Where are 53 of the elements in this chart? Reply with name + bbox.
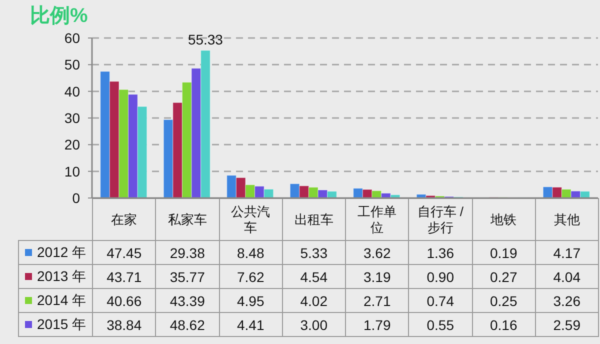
data-label: 4.02 xyxy=(282,288,346,312)
x-tick-label: 地铁 xyxy=(490,212,518,228)
x-tick-label: 自行车 / 步行 xyxy=(416,204,464,236)
legend-label: 2012 年 xyxy=(18,240,92,264)
y-tick-label: 60 xyxy=(64,30,80,46)
data-label: 0.74 xyxy=(408,288,472,312)
data-label: 8.48 xyxy=(219,240,282,264)
y-tick-label: 10 xyxy=(64,163,80,180)
legend-label: 2013 年 xyxy=(18,264,92,288)
x-tick-label: 私家车 xyxy=(166,212,208,228)
data-label: 47.45 xyxy=(92,240,156,264)
data-label: 0.16 xyxy=(472,312,536,336)
data-label: 0.25 xyxy=(472,288,536,312)
x-tick-label: 其他 xyxy=(552,212,581,228)
x-tick-label: 工作单位 xyxy=(356,204,398,236)
x-tick-label: 在家 xyxy=(110,212,138,228)
data-label: 48.62 xyxy=(156,312,219,336)
x-tick-label: 出租车 xyxy=(293,212,334,228)
chart-title: 比例% xyxy=(30,5,88,27)
data-label: 40.66 xyxy=(92,288,156,312)
y-tick-label: 40 xyxy=(64,83,80,100)
data-label: 43.71 xyxy=(92,264,156,288)
x-tick-label: 公共汽车 xyxy=(230,204,272,236)
data-label: 3.19 xyxy=(346,264,409,288)
y-tick-label: 0 xyxy=(72,190,80,206)
y-tick-label: 30 xyxy=(64,110,80,126)
data-label: 4.41 xyxy=(219,312,282,336)
data-label: 0.55 xyxy=(408,312,472,336)
data-label: 0.27 xyxy=(472,264,536,288)
data-label: 43.39 xyxy=(156,288,219,312)
data-label: 5.33 xyxy=(282,240,346,264)
data-label: 29.38 xyxy=(156,240,219,264)
data-label: 0.19 xyxy=(472,240,536,264)
data-label: 3.26 xyxy=(535,288,598,312)
y-tick-label: 50 xyxy=(64,56,80,73)
data-label: 4.54 xyxy=(282,264,346,288)
data-label: 7.62 xyxy=(219,264,282,288)
data-label: 4.04 xyxy=(535,264,598,288)
data-label: 38.84 xyxy=(92,312,156,336)
data-label: 1.36 xyxy=(408,240,472,264)
data-label: 4.17 xyxy=(535,240,598,264)
legend-label: 2015 年 xyxy=(18,312,92,336)
data-label: 1.79 xyxy=(346,312,409,336)
y-tick-label: 20 xyxy=(64,136,80,153)
data-label: 3.62 xyxy=(346,240,409,264)
data-label: 4.95 xyxy=(219,288,282,312)
data-label: 3.00 xyxy=(282,312,346,336)
data-label: 2.71 xyxy=(346,288,409,312)
data-label: 55.33 xyxy=(188,31,224,48)
data-label: 0.90 xyxy=(408,264,472,288)
legend-label: 2014 年 xyxy=(18,288,92,312)
data-label: 2.59 xyxy=(535,312,598,336)
data-label: 35.77 xyxy=(156,264,219,288)
